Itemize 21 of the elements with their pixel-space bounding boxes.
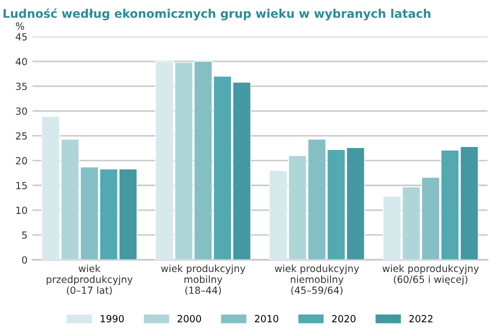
legend-label: 1990 (100, 315, 124, 322)
y-tick-label: 20 (16, 157, 27, 164)
legend-label: 2000 (178, 315, 202, 322)
legend-label: 2022 (409, 315, 432, 322)
y-tick-label: 5 (22, 232, 27, 239)
y-tick-label: 15 (16, 182, 27, 190)
legend-label: 2010 (254, 315, 278, 322)
y-tick-label: 0 (22, 256, 27, 264)
y-tick-label: 40 (16, 58, 27, 66)
x-tick-label: wiek przedprodukcyjny (0–17 lat) (46, 264, 133, 296)
y-tick-label: 25 (16, 132, 27, 140)
y-tick-label: 30 (16, 107, 27, 115)
y-tick-label: 35 (16, 82, 27, 90)
x-tick-label: wiek produkcyjny niemobilny (45–59/64) (274, 264, 360, 296)
y-axis-title: % (16, 22, 24, 30)
chart-title: Ludność według ekonomicznych grup wieku w wybranych latach (4, 8, 430, 20)
y-tick-label: 10 (16, 206, 27, 214)
legend-label: 2020 (332, 315, 356, 322)
y-tick-label: 45 (16, 33, 27, 40)
x-tick-label: wiek produkcyjny mobilny (18–44) (161, 264, 246, 296)
x-tick-label: wiek poprodukcyjny (60/65 i więcej) (382, 264, 479, 285)
